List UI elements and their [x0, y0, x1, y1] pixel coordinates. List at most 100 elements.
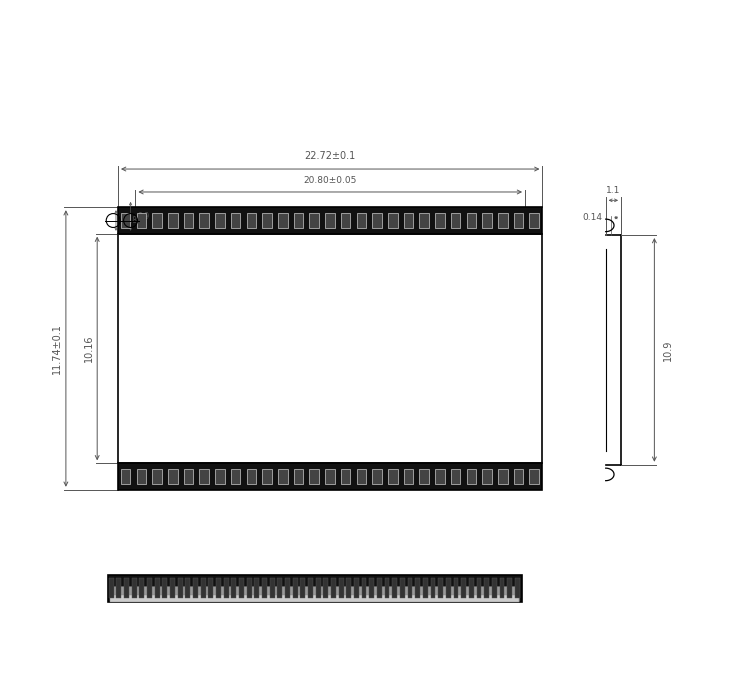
- Bar: [208, 579, 213, 598]
- Bar: [215, 213, 225, 228]
- Bar: [484, 579, 489, 598]
- Bar: [453, 579, 458, 598]
- Bar: [477, 579, 482, 598]
- Bar: [262, 579, 267, 598]
- Text: 0.9: 0.9: [137, 212, 150, 221]
- Bar: [118, 207, 542, 233]
- Bar: [372, 469, 382, 484]
- Bar: [184, 213, 193, 228]
- Bar: [377, 579, 382, 598]
- Bar: [293, 579, 298, 598]
- Bar: [438, 579, 443, 598]
- Bar: [310, 469, 319, 484]
- Bar: [247, 579, 252, 598]
- Bar: [310, 213, 319, 228]
- Bar: [354, 579, 359, 598]
- Bar: [346, 579, 351, 598]
- Bar: [184, 469, 193, 484]
- Bar: [385, 579, 390, 598]
- Bar: [514, 213, 523, 228]
- Text: 1.1: 1.1: [606, 186, 620, 194]
- Bar: [492, 579, 497, 598]
- Bar: [404, 469, 413, 484]
- Bar: [331, 579, 336, 598]
- Bar: [277, 579, 283, 598]
- Bar: [514, 469, 523, 484]
- Bar: [357, 469, 366, 484]
- Bar: [325, 213, 335, 228]
- Bar: [339, 579, 344, 598]
- Bar: [423, 579, 428, 598]
- Bar: [168, 213, 177, 228]
- Text: 0.14: 0.14: [583, 213, 602, 222]
- Bar: [529, 213, 539, 228]
- Bar: [369, 579, 374, 598]
- Text: 11.74±0.1: 11.74±0.1: [52, 323, 62, 374]
- Bar: [400, 579, 405, 598]
- Bar: [499, 579, 504, 598]
- Bar: [139, 579, 145, 598]
- Bar: [293, 213, 303, 228]
- Bar: [498, 213, 507, 228]
- Bar: [121, 213, 131, 228]
- Bar: [118, 464, 542, 490]
- Bar: [137, 469, 146, 484]
- Bar: [118, 233, 542, 464]
- Bar: [223, 579, 228, 598]
- Bar: [341, 213, 350, 228]
- Bar: [315, 579, 320, 598]
- Bar: [407, 579, 412, 598]
- Bar: [215, 469, 225, 484]
- Bar: [132, 579, 137, 598]
- Bar: [163, 579, 167, 598]
- Bar: [269, 579, 274, 598]
- Bar: [110, 586, 520, 601]
- Bar: [515, 579, 520, 598]
- Bar: [239, 579, 244, 598]
- Bar: [231, 579, 237, 598]
- Bar: [435, 469, 445, 484]
- Bar: [357, 213, 366, 228]
- Bar: [278, 213, 288, 228]
- Bar: [153, 469, 162, 484]
- Bar: [168, 469, 177, 484]
- Bar: [107, 574, 521, 602]
- Bar: [110, 595, 520, 602]
- Bar: [420, 469, 429, 484]
- Text: 0.8: 0.8: [126, 216, 138, 225]
- Bar: [231, 213, 240, 228]
- Bar: [300, 579, 305, 598]
- Bar: [170, 579, 175, 598]
- Bar: [155, 579, 160, 598]
- Bar: [199, 469, 209, 484]
- Bar: [507, 579, 512, 598]
- Bar: [435, 213, 445, 228]
- Bar: [466, 469, 476, 484]
- Bar: [285, 579, 290, 598]
- Bar: [431, 579, 436, 598]
- Bar: [109, 579, 114, 598]
- Bar: [308, 579, 313, 598]
- Text: 10.16: 10.16: [84, 335, 94, 362]
- Bar: [124, 579, 129, 598]
- Bar: [388, 469, 398, 484]
- Bar: [446, 579, 451, 598]
- Bar: [153, 213, 162, 228]
- Bar: [466, 213, 476, 228]
- Bar: [185, 579, 191, 598]
- Bar: [323, 579, 328, 598]
- Bar: [361, 579, 366, 598]
- Bar: [483, 469, 492, 484]
- Bar: [415, 579, 420, 598]
- Bar: [461, 579, 466, 598]
- Text: 10.9: 10.9: [663, 339, 673, 360]
- Bar: [420, 213, 429, 228]
- Bar: [392, 579, 397, 598]
- Bar: [147, 579, 152, 598]
- Bar: [247, 469, 256, 484]
- Bar: [325, 469, 335, 484]
- Bar: [341, 469, 350, 484]
- Bar: [498, 469, 507, 484]
- Bar: [483, 213, 492, 228]
- Bar: [216, 579, 221, 598]
